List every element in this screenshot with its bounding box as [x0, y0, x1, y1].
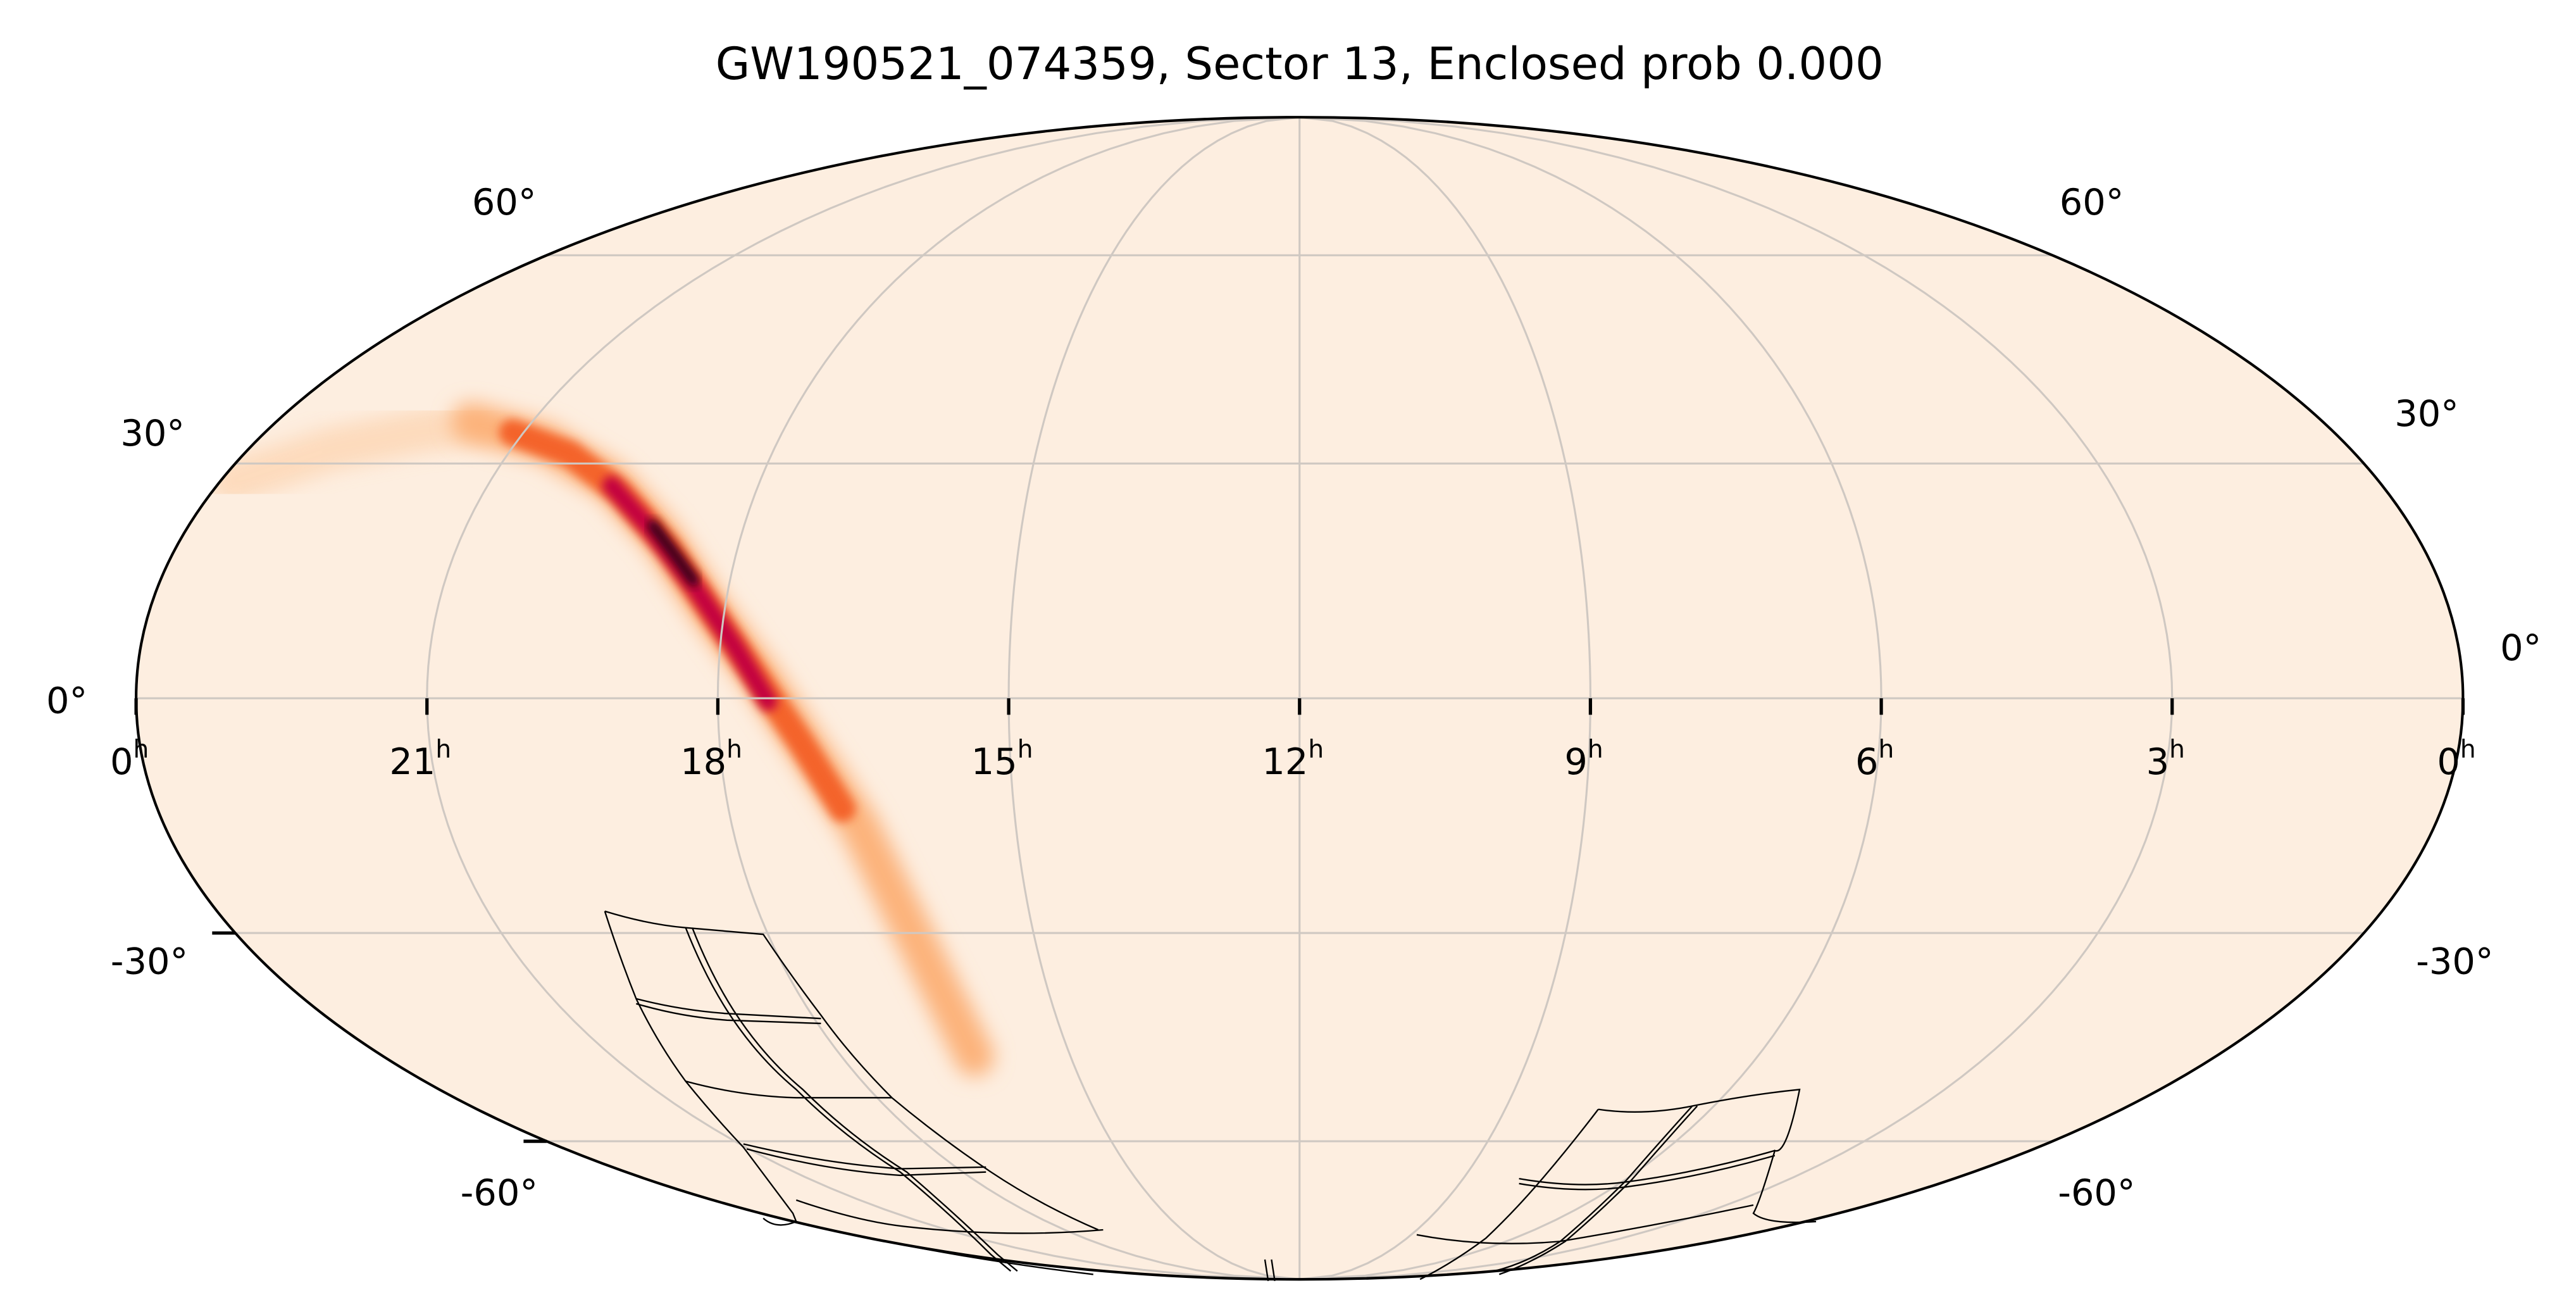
ra-tick-label: 3h [2146, 735, 2185, 783]
dec-tick-label-left: 60° [472, 181, 537, 223]
chart-title: GW190521_074359, Sector 13, Enclosed pro… [716, 38, 1884, 90]
dec-tick-label-right: -30° [2416, 941, 2493, 983]
ra-tick-labels: 0h 21h 18h 15h 12h 9h 6h 3h 0h [110, 735, 2476, 783]
ra-tick-unit: h [1017, 735, 1033, 764]
dec-tick-label-right: 0° [2500, 627, 2541, 669]
dec-tick-label-right: 60° [2060, 181, 2124, 223]
ra-tick-value: 9 [1564, 741, 1588, 783]
ra-tick-value: 6 [1855, 741, 1879, 783]
prob-band-high [602, 476, 778, 711]
ra-tick-unit: h [726, 735, 742, 764]
ra-tick-label: 9h [1564, 735, 1603, 783]
ra-tick-value: 15 [971, 741, 1017, 783]
tess-footprint-right [1264, 1088, 1817, 1282]
ra-tick-value: 21 [389, 741, 435, 783]
ra-tick-value: 0 [110, 741, 134, 783]
ra-tick-label: 15h [971, 735, 1033, 783]
prob-band-peak [647, 520, 699, 586]
dec-tick-label-left: 30° [120, 412, 185, 454]
ra-tick-label: 6h [1855, 735, 1894, 783]
ra-tick-label: 18h [680, 735, 742, 783]
ra-tick-value: 18 [680, 741, 726, 783]
dec-tick-labels: 60° 60° 30° 30° 0° 0° -30° -30° -60° -60° [46, 181, 2541, 1214]
ra-tick-unit: h [1308, 735, 1324, 764]
dec-tick-label-left: -30° [111, 941, 188, 983]
ra-tick-label: 12h [1262, 735, 1324, 783]
dec-tick-label-right: 30° [2394, 392, 2459, 435]
ra-tick-unit: h [1588, 735, 1603, 764]
dec-tick-label-right: -60° [2058, 1172, 2135, 1214]
ra-tick-label: 21h [389, 735, 451, 783]
probability-map [210, 401, 995, 1077]
dec-tick-label-left: 0° [46, 680, 87, 722]
ra-tick-label: 0h [110, 735, 149, 783]
ra-tick-unit: h [2169, 735, 2185, 764]
ra-tick-unit: h [1879, 735, 1895, 764]
ra-tick-unit: h [2460, 735, 2476, 764]
ra-tick-value: 0 [2437, 741, 2460, 783]
ra-tick-value: 3 [2146, 741, 2170, 783]
axis-ticks [134, 698, 2465, 1143]
ra-tick-unit: h [134, 735, 149, 764]
dec-tick-label-left: -60° [461, 1172, 538, 1214]
ra-tick-label: 0h [2437, 735, 2475, 783]
ra-tick-value: 12 [1262, 741, 1308, 783]
ra-tick-unit: h [435, 735, 451, 764]
prob-band-faint [210, 401, 501, 504]
